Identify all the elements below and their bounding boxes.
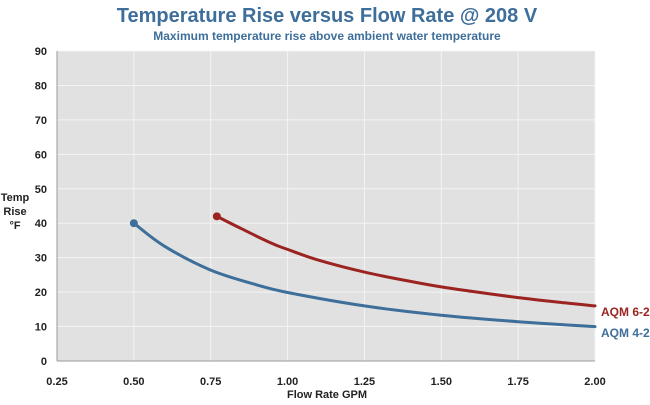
- y-axis-label-line-1: Temp: [1, 192, 30, 204]
- legend-aqm-4-2: AQM 4-2: [601, 326, 650, 340]
- series-start-marker-aqm-4-2: [129, 219, 138, 228]
- y-tick-label: 40: [35, 218, 47, 230]
- y-tick-label: 80: [35, 80, 47, 92]
- y-tick-label: 10: [35, 322, 47, 334]
- axes: [56, 51, 595, 362]
- y-tick-label: 0: [41, 356, 47, 368]
- y-tick-label: 20: [35, 287, 47, 299]
- chart-subtitle: Maximum temperature rise above ambient w…: [153, 29, 501, 43]
- y-axis-label-line-2: Rise: [3, 206, 26, 218]
- series-start-marker-aqm-6-2: [212, 212, 221, 221]
- y-tick-label: 70: [35, 115, 47, 127]
- grid-lines: [57, 50, 596, 361]
- x-tick-labels: 0.25 0.50 0.75 1.00 1.25 1.50 1.75 2.00: [46, 376, 605, 388]
- x-tick-label: 1.00: [277, 376, 298, 388]
- series-layer: [129, 212, 597, 329]
- y-tick-label: 60: [35, 149, 47, 161]
- legend-aqm-6-2: AQM 6-2: [601, 305, 650, 319]
- series-line-aqm-6-2: [215, 214, 597, 308]
- x-tick-label: 1.25: [354, 376, 375, 388]
- x-tick-label: 1.75: [507, 376, 528, 388]
- y-tick-label: 30: [35, 253, 47, 265]
- y-tick-label: 90: [35, 46, 47, 58]
- x-tick-label: 0.25: [46, 376, 67, 388]
- x-tick-label: 0.50: [123, 376, 144, 388]
- chart-title: Temperature Rise versus Flow Rate @ 208 …: [117, 5, 538, 27]
- y-tick-label: 50: [35, 184, 47, 196]
- y-axis-label-line-3: °F: [9, 220, 20, 232]
- x-tick-label: 1.50: [431, 376, 452, 388]
- x-tick-label: 2.00: [584, 376, 605, 388]
- plot-area: [57, 51, 595, 361]
- series-line-aqm-4-2: [132, 221, 597, 329]
- x-tick-label: 0.75: [200, 376, 221, 388]
- y-tick-labels: 0 10 20 30 40 50 60 70 80 90: [35, 46, 47, 368]
- x-axis-label: Flow Rate GPM: [287, 389, 367, 401]
